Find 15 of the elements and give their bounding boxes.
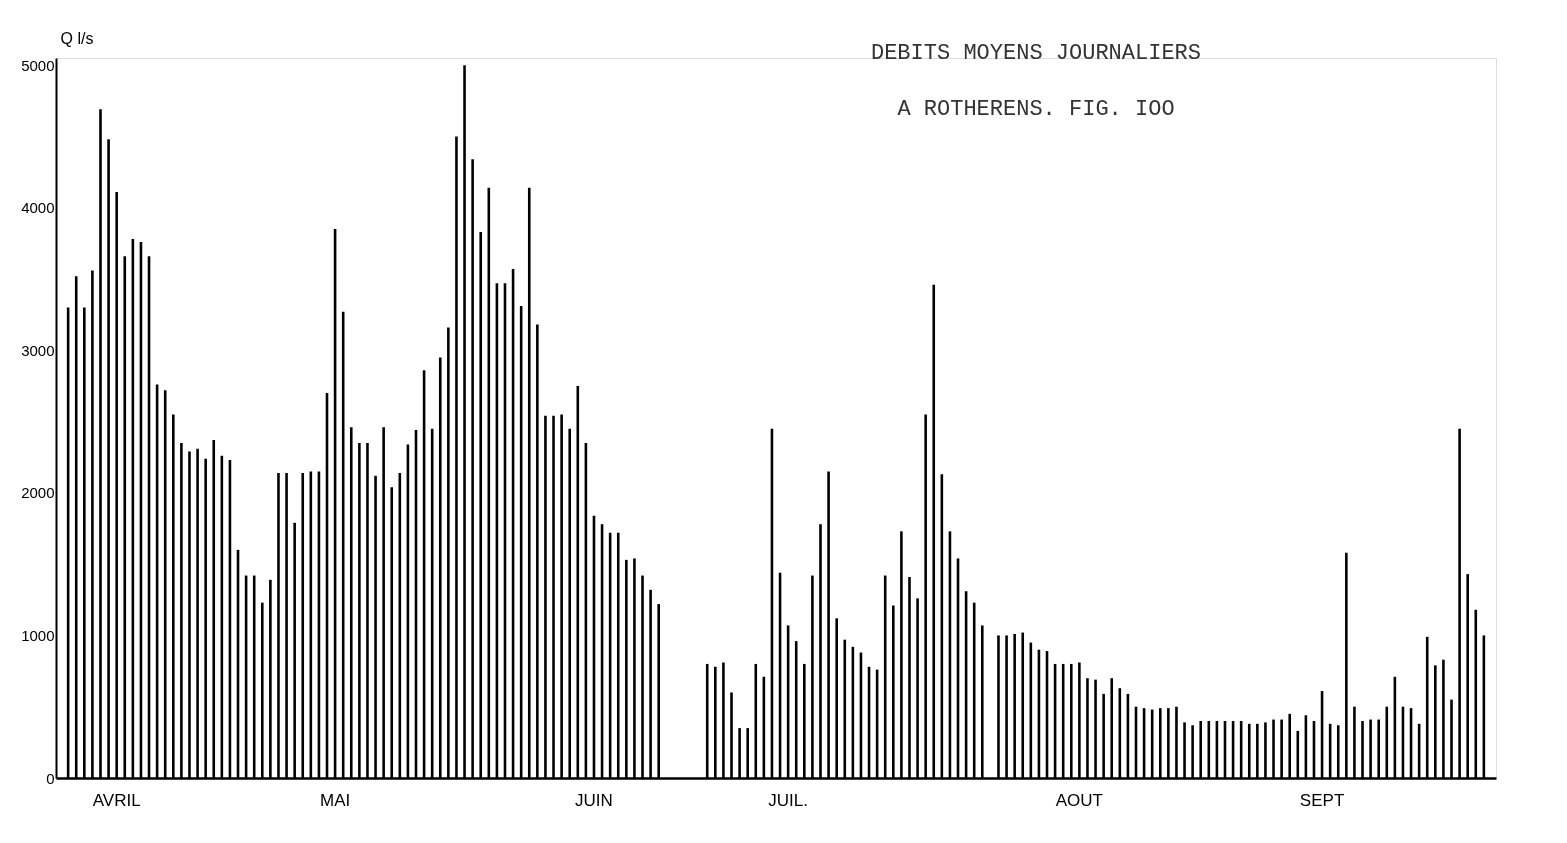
y-tick-label: 2000 (21, 484, 55, 502)
x-tick-label: AVRIL (92, 790, 141, 810)
y-tick-label: 5000 (21, 56, 55, 74)
x-tick-label: JUIN (575, 790, 613, 810)
x-tick-label: AOUT (1055, 790, 1103, 810)
x-tick-label: SEPT (1299, 790, 1345, 810)
x-tick-label: MAI (319, 790, 351, 810)
y-axis-title: Q l/s (60, 29, 94, 47)
y-tick-label: 0 (46, 769, 55, 787)
text: A ROTHERENS. FIG. IOO (897, 97, 1175, 122)
x-tick-label: JUIL. (768, 790, 808, 810)
chart-title: DEBITS MOYENS JOURNALIERS (870, 41, 1202, 66)
y-tick-label: 4000 (21, 199, 55, 217)
y-tick-label: 1000 (21, 626, 55, 644)
y-tick-label: 3000 (21, 341, 55, 359)
